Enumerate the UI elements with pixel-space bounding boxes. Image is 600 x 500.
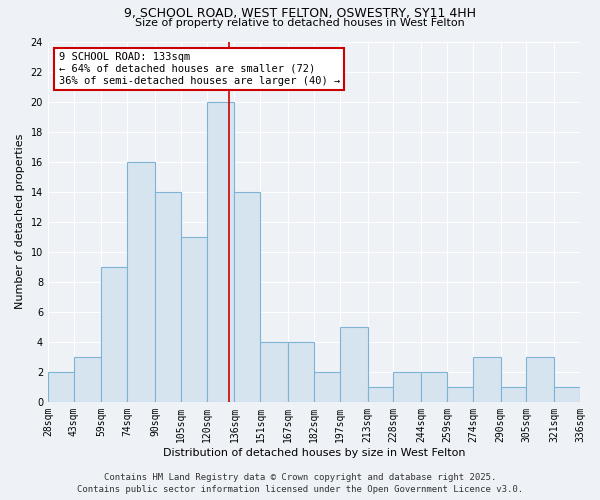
Bar bbox=[288, 342, 314, 402]
Bar bbox=[394, 372, 421, 402]
Bar bbox=[554, 387, 580, 402]
Bar bbox=[181, 236, 207, 402]
Bar bbox=[48, 372, 74, 402]
Bar bbox=[368, 387, 394, 402]
Bar bbox=[155, 192, 181, 402]
Bar bbox=[447, 387, 473, 402]
Bar bbox=[340, 327, 368, 402]
Bar bbox=[74, 357, 101, 402]
Text: 9 SCHOOL ROAD: 133sqm
← 64% of detached houses are smaller (72)
36% of semi-deta: 9 SCHOOL ROAD: 133sqm ← 64% of detached … bbox=[59, 52, 340, 86]
Text: 9, SCHOOL ROAD, WEST FELTON, OSWESTRY, SY11 4HH: 9, SCHOOL ROAD, WEST FELTON, OSWESTRY, S… bbox=[124, 8, 476, 20]
X-axis label: Distribution of detached houses by size in West Felton: Distribution of detached houses by size … bbox=[163, 448, 465, 458]
Bar bbox=[314, 372, 340, 402]
Y-axis label: Number of detached properties: Number of detached properties bbox=[15, 134, 25, 310]
Bar bbox=[207, 102, 235, 402]
Bar bbox=[235, 192, 260, 402]
Bar bbox=[500, 387, 526, 402]
Bar bbox=[101, 266, 127, 402]
Text: Contains HM Land Registry data © Crown copyright and database right 2025.
Contai: Contains HM Land Registry data © Crown c… bbox=[77, 473, 523, 494]
Bar bbox=[421, 372, 447, 402]
Bar bbox=[260, 342, 288, 402]
Bar bbox=[473, 357, 500, 402]
Bar bbox=[526, 357, 554, 402]
Text: Size of property relative to detached houses in West Felton: Size of property relative to detached ho… bbox=[135, 18, 465, 28]
Bar bbox=[127, 162, 155, 402]
